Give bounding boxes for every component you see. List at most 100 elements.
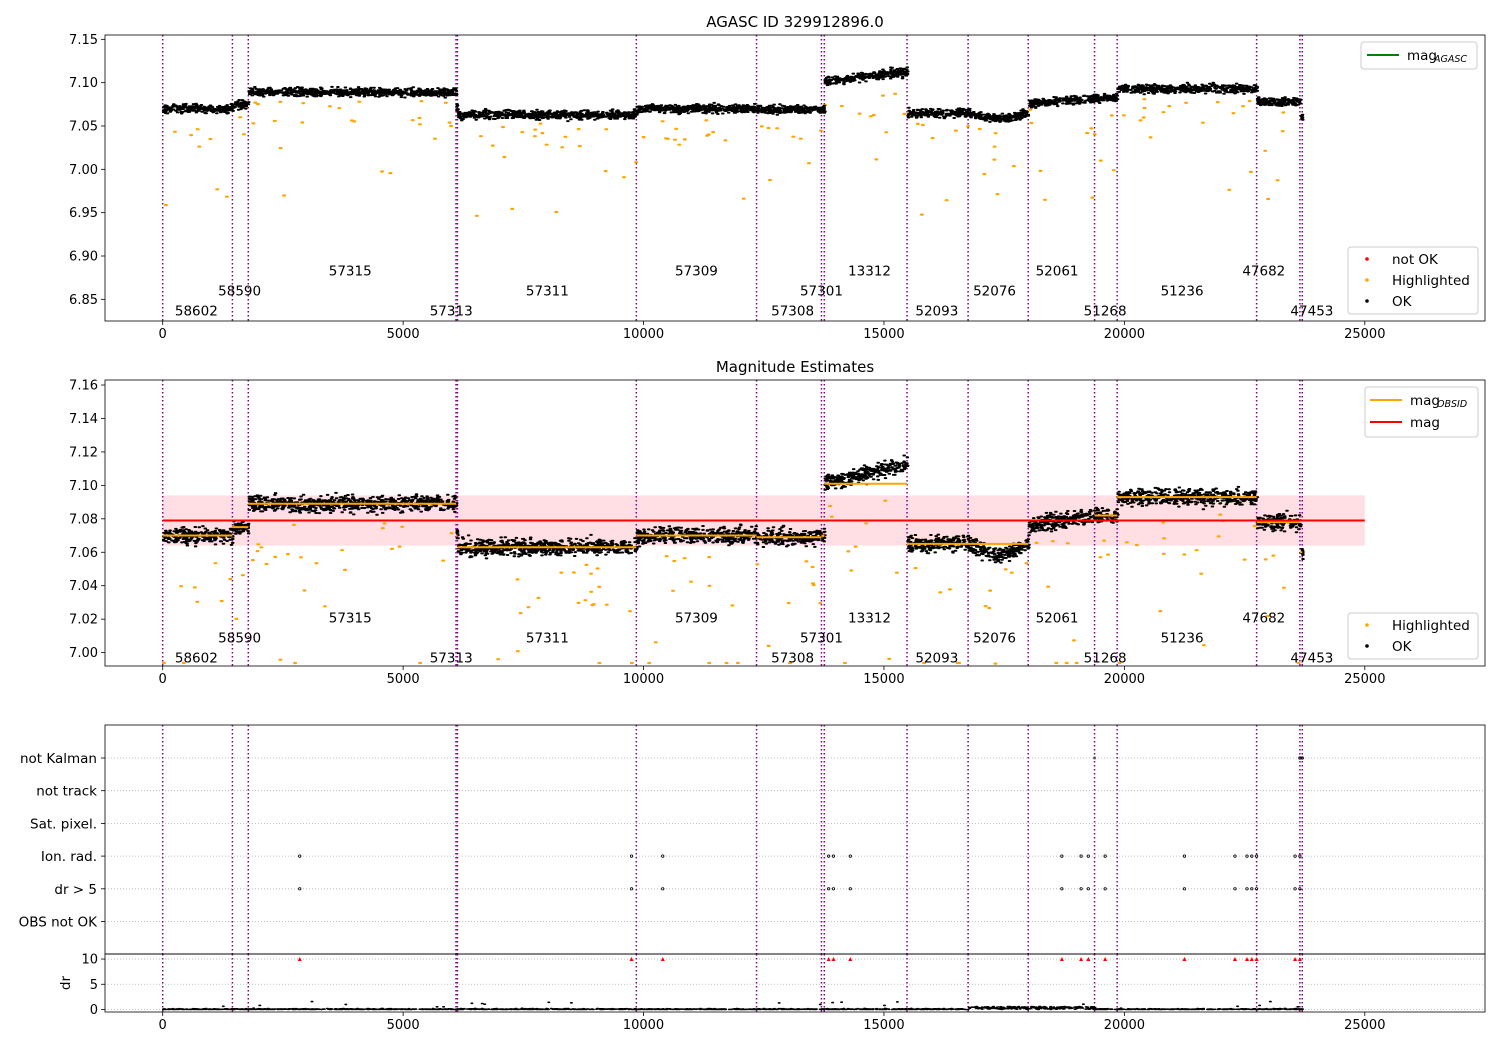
legend-label: not OK xyxy=(1392,252,1439,268)
y-tick-label: 10 xyxy=(81,953,98,968)
x-tick-label: 5000 xyxy=(387,1018,420,1033)
x-tick-label: 5000 xyxy=(387,672,420,687)
flag-not-kalman-point xyxy=(1300,756,1304,760)
flag-row-label: OBS not OK xyxy=(19,915,99,931)
x-tick-label: 25000 xyxy=(1344,327,1385,342)
flag-row-label: Ion. rad. xyxy=(41,849,97,865)
legend-label: Highlighted xyxy=(1392,273,1470,289)
flag-row-label: not Kalman xyxy=(20,751,97,767)
x-tick-label: 15000 xyxy=(863,672,904,687)
flag-dr-point xyxy=(827,887,831,891)
flag-ion-rad-point xyxy=(1245,854,1249,858)
obsid-label: 52076 xyxy=(973,284,1016,300)
flag-ion-rad-point xyxy=(831,854,836,858)
obsid-label: 57301 xyxy=(800,284,843,300)
panel-1-title: AGASC ID 329912896.0 xyxy=(706,13,884,31)
obsid-label: 57311 xyxy=(526,284,569,300)
legend-marker xyxy=(1365,257,1369,261)
y-tick-label: 7.00 xyxy=(69,646,98,661)
flag-ion-rad-point xyxy=(827,854,831,858)
y-axis-0: 6.85 6.90 6.95 7.00 7.05 7.10 7.15 xyxy=(69,33,105,308)
panel-1-frame xyxy=(104,34,1486,322)
y-axis-1: 7.00 7.02 7.04 7.06 7.08 7.10 7.12 7.14 7.16 xyxy=(69,379,105,661)
flag-dr-point xyxy=(831,887,836,891)
legend-box xyxy=(1347,246,1479,315)
flag-dr-point xyxy=(298,887,302,891)
dr-ylabel: dr xyxy=(58,975,74,990)
legend-marker xyxy=(1365,299,1369,303)
legend-label: OK xyxy=(1392,639,1413,655)
flag-dr-point xyxy=(1250,887,1254,891)
flag-dr-point xyxy=(629,887,634,891)
obsid-label: 58590 xyxy=(218,284,261,300)
obsid-label: 52093 xyxy=(915,651,958,667)
panel-2-title: Magnitude Estimates xyxy=(716,358,874,376)
flag-row-label: not track xyxy=(36,784,97,800)
dr-over-marker xyxy=(1232,957,1237,962)
x-tick-label: 0 xyxy=(159,1018,167,1033)
obsid-label: 57309 xyxy=(675,264,718,280)
flag-dr-point xyxy=(1293,887,1297,891)
highlighted-points xyxy=(163,92,1286,217)
legend-box xyxy=(1347,612,1479,660)
flag-dr-point xyxy=(1086,887,1090,891)
flag-ion-rad-point xyxy=(1086,854,1090,858)
legend-marker xyxy=(1365,623,1369,627)
dr-over-marker xyxy=(1249,957,1254,962)
obsid-label: 47682 xyxy=(1242,610,1285,626)
obsid-label: 47453 xyxy=(1290,304,1333,320)
y-tick-label: 7.04 xyxy=(69,579,98,594)
y-tick-label: 7.00 xyxy=(69,163,98,178)
dr-over-marker xyxy=(660,957,665,962)
dr-over-marker xyxy=(629,957,634,962)
dr-plot xyxy=(105,954,1485,1012)
flag-ion-rad-point xyxy=(1293,854,1297,858)
flag-dr-point xyxy=(1079,887,1083,891)
y-tick-label: 7.10 xyxy=(69,479,98,494)
y-tick-label: 7.14 xyxy=(69,412,98,427)
obsid-label: 52093 xyxy=(915,304,958,320)
y-tick-label: 7.10 xyxy=(69,76,98,91)
flag-ion-rad-point xyxy=(629,854,634,858)
dr-over-marker xyxy=(1244,957,1249,962)
obsid-label: 51236 xyxy=(1161,284,1204,300)
dr-over-marker xyxy=(1297,957,1302,962)
flag-ion-rad-point xyxy=(1182,854,1187,858)
highlighted-points xyxy=(161,499,1301,665)
panel-1-plot xyxy=(161,35,1305,321)
dr-over-marker xyxy=(1182,957,1187,962)
legend-label: Highlighted xyxy=(1392,618,1470,634)
flag-dr-point xyxy=(1298,887,1302,891)
legend-box xyxy=(1360,41,1478,70)
dr-over-marker xyxy=(831,957,836,962)
obsid-label: 51268 xyxy=(1084,304,1127,320)
x-tick-label: 0 xyxy=(159,672,167,687)
legend-marker xyxy=(1365,278,1369,282)
flag-row-label: Sat. pixel. xyxy=(30,816,97,832)
obsid-label: 51236 xyxy=(1161,631,1204,647)
flag-dr-point xyxy=(1245,887,1249,891)
y-tick-label: 7.05 xyxy=(69,120,98,135)
x-axis-0: 0 5000 10000 15000 20000 25000 xyxy=(159,321,1385,342)
dr-over-marker xyxy=(297,957,302,962)
flag-ion-rad-point xyxy=(1250,854,1254,858)
flag-dr-point xyxy=(848,887,852,891)
flag-dr-point xyxy=(1060,887,1064,891)
legend-label: OK xyxy=(1392,294,1413,310)
flag-dr-point xyxy=(1103,887,1107,891)
x-tick-label: 15000 xyxy=(863,1018,904,1033)
x-tick-label: 10000 xyxy=(623,327,664,342)
flag-ion-rad-point xyxy=(1103,854,1107,858)
obsid-label: 57313 xyxy=(430,304,473,320)
legend-marker xyxy=(1365,644,1369,648)
flag-dr-point xyxy=(1255,887,1259,891)
legend-label: mag xyxy=(1410,393,1440,409)
obsid-label: 58590 xyxy=(218,631,261,647)
panel-2-plot xyxy=(161,380,1365,666)
obsid-label: 57315 xyxy=(329,264,372,280)
dr-over-marker xyxy=(848,957,853,962)
legend-sub: AGASC xyxy=(1433,54,1467,65)
panel-3-plot xyxy=(105,725,1485,954)
dr-over-marker xyxy=(1079,957,1084,962)
